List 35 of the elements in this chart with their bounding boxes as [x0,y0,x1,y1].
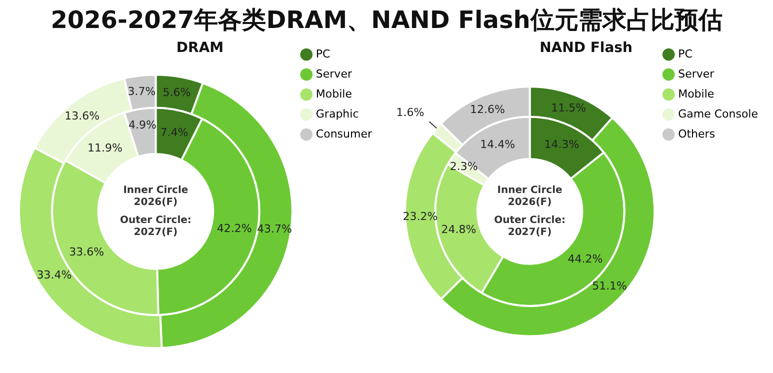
legend-label: Server [316,67,352,80]
data-label: 2.3% [450,160,478,173]
data-label: 33.4% [36,268,72,282]
legend-label: Consumer [316,127,372,140]
legend-label: PC [678,47,693,60]
text: Outer Circle: 2027(F) [120,214,192,238]
data-label: 42.2% [216,222,252,235]
data-label: 13.6% [64,109,100,122]
text: Inner Circle 2026(F) [497,184,562,208]
data-label: 14.4% [480,138,516,152]
data-label: 1.6% [396,106,424,119]
data-label: 3.7% [128,84,156,98]
data-label: 5.6% [162,86,191,99]
legend-label: Graphic [316,107,359,120]
text: Inner Circle 2026(F) [123,184,188,208]
data-label: 11.5% [551,102,586,115]
data-label: 4.9% [128,118,156,132]
chart-subtitle: DRAM [176,40,224,56]
data-label: 12.6% [470,103,505,116]
legend-label: Others [678,127,716,140]
chart-title: 2026-2027年各类DRAM、NAND Flash位元需求占比预估 [50,5,724,36]
data-label: 51.1% [592,280,628,293]
data-label: 33.6% [69,246,104,259]
legend-label: Mobile [316,87,352,100]
legend-label: PC [316,47,331,60]
data-label: 24.8% [441,222,476,236]
legend-label: Game Console [678,107,758,120]
chart-subtitle: NAND Flash [540,40,632,56]
data-label: 14.3% [544,138,580,152]
data-label: 11.9% [87,142,122,155]
legend-label: Server [678,67,715,80]
legend-label: Mobile [678,87,714,100]
data-label: 7.4% [160,126,188,139]
data-label: 44.2% [568,252,603,266]
text: Outer Circle: 2027(F) [494,214,566,238]
